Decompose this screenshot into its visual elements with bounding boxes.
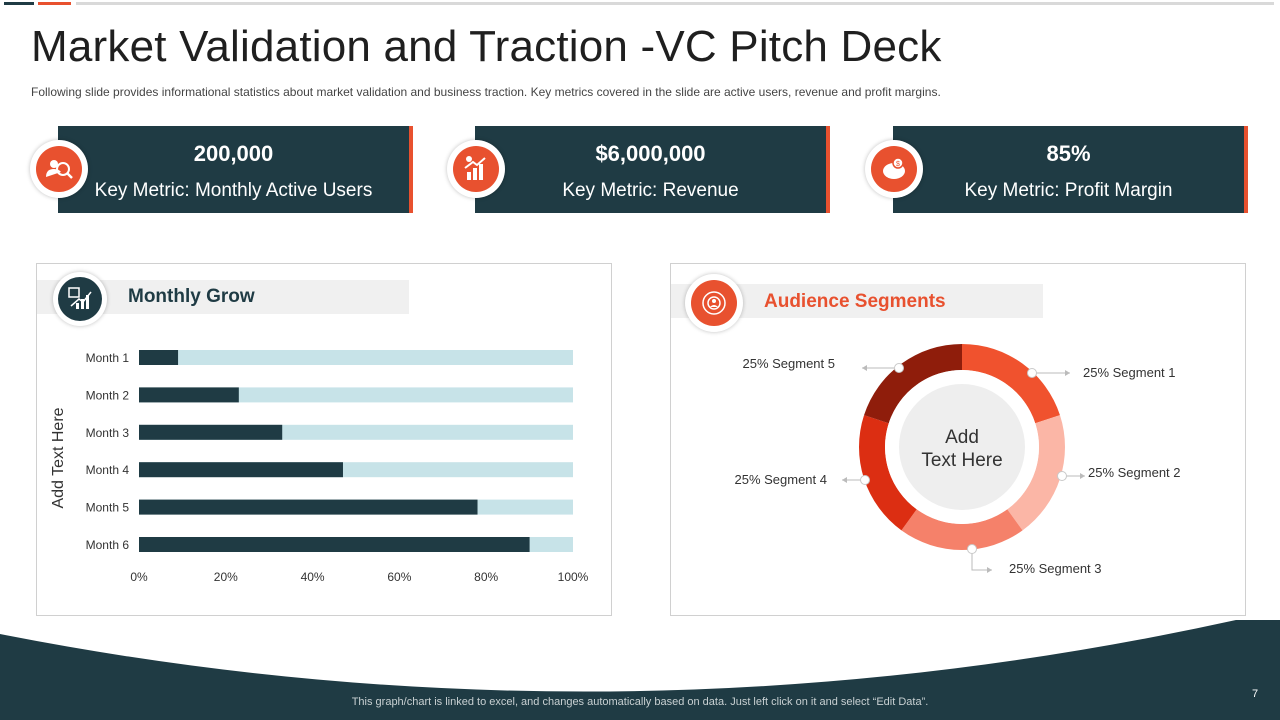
bar [139, 499, 478, 515]
slide-title: Market Validation and Traction -VC Pitch… [31, 22, 942, 71]
segment-leader-line [971, 549, 992, 571]
donut-slice [864, 344, 962, 424]
monthly-grow-title: Monthly Grow [128, 286, 255, 307]
segment-label: 25% Segment 1 [1083, 365, 1176, 380]
segment-label: 25% Segment 3 [1009, 561, 1102, 576]
metric-card-profit: 85% Key Metric: Profit Margin [893, 126, 1248, 213]
bar-track [139, 350, 573, 365]
metric-value: 200,000 [193, 141, 274, 166]
segment-arrow [842, 477, 847, 483]
bar [139, 424, 283, 440]
profit-piggy-icon: $ [865, 140, 923, 198]
category-label: Month 5 [86, 501, 130, 515]
metric-value: $6,000,000 [595, 141, 706, 166]
segment-arrow [987, 567, 992, 573]
audience-segments-panel: Audience Segments [670, 263, 1246, 616]
bar [139, 350, 179, 365]
category-label: Month 1 [86, 351, 130, 365]
slide-subtitle: Following slide provides informational s… [31, 85, 941, 99]
segment-marker [1057, 471, 1067, 481]
audience-segments-title: Audience Segments [764, 291, 946, 312]
category-label: Month 2 [86, 388, 130, 402]
footer-note: This graph/chart is linked to excel, and… [351, 696, 929, 708]
segment-arrow [1080, 473, 1085, 479]
metric-value: 85% [1046, 141, 1091, 166]
segment-label: 25% Segment 2 [1088, 465, 1181, 480]
x-tick-label: 60% [387, 570, 411, 584]
category-label: Month 3 [86, 426, 130, 440]
donut-slice [901, 509, 1023, 550]
bar [139, 462, 343, 478]
y-axis-title: Add Text Here [50, 407, 67, 508]
metric-label: Key Metric: Profit Margin [964, 180, 1173, 201]
metric-card-revenue: $6,000,000 Key Metric: Revenue [475, 126, 830, 213]
x-tick-label: 0% [130, 570, 148, 584]
x-tick-label: 20% [214, 570, 238, 584]
svg-text:$: $ [896, 161, 900, 168]
top-bar-line [76, 2, 1274, 5]
segment-marker [967, 544, 977, 554]
donut-center [899, 384, 1025, 510]
bar [139, 537, 530, 552]
donut-center-text: Add [945, 427, 979, 448]
metric-label: Key Metric: Monthly Active Users [94, 180, 373, 201]
donut-slice [1007, 415, 1065, 531]
bottom-wave [0, 620, 1280, 720]
user-search-icon [30, 140, 88, 198]
bar [139, 387, 239, 403]
segment-label: 25% Segment 5 [742, 356, 835, 371]
segment-marker [894, 363, 904, 373]
segment-marker [860, 475, 870, 485]
x-tick-label: 80% [474, 570, 498, 584]
page-number: 7 [1252, 688, 1259, 700]
metric-label: Key Metric: Revenue [562, 180, 739, 201]
category-label: Month 4 [86, 463, 130, 477]
segment-marker [1027, 368, 1037, 378]
audience-target-icon [685, 274, 743, 332]
category-label: Month 6 [86, 538, 130, 552]
revenue-growth-icon [447, 140, 505, 198]
top-bar-accent [38, 2, 71, 5]
segment-arrow [862, 365, 867, 371]
segment-arrow [1065, 370, 1070, 376]
analytics-icon [53, 272, 107, 326]
donut-center-text: Text Here [921, 450, 1002, 471]
x-tick-label: 40% [301, 570, 325, 584]
bar-track [139, 387, 573, 403]
x-tick-label: 100% [558, 570, 589, 584]
monthly-grow-chart: Month 1 Month 2 Month 3 Month 4 Month 5 Month… [50, 350, 589, 584]
donut-slice [859, 415, 917, 531]
donut-slice [962, 344, 1060, 424]
top-bar-dark [4, 2, 34, 5]
metric-card-users: 200,000 Key Metric: Monthly Active Users [58, 126, 413, 213]
segment-label: 25% Segment 4 [734, 472, 827, 487]
